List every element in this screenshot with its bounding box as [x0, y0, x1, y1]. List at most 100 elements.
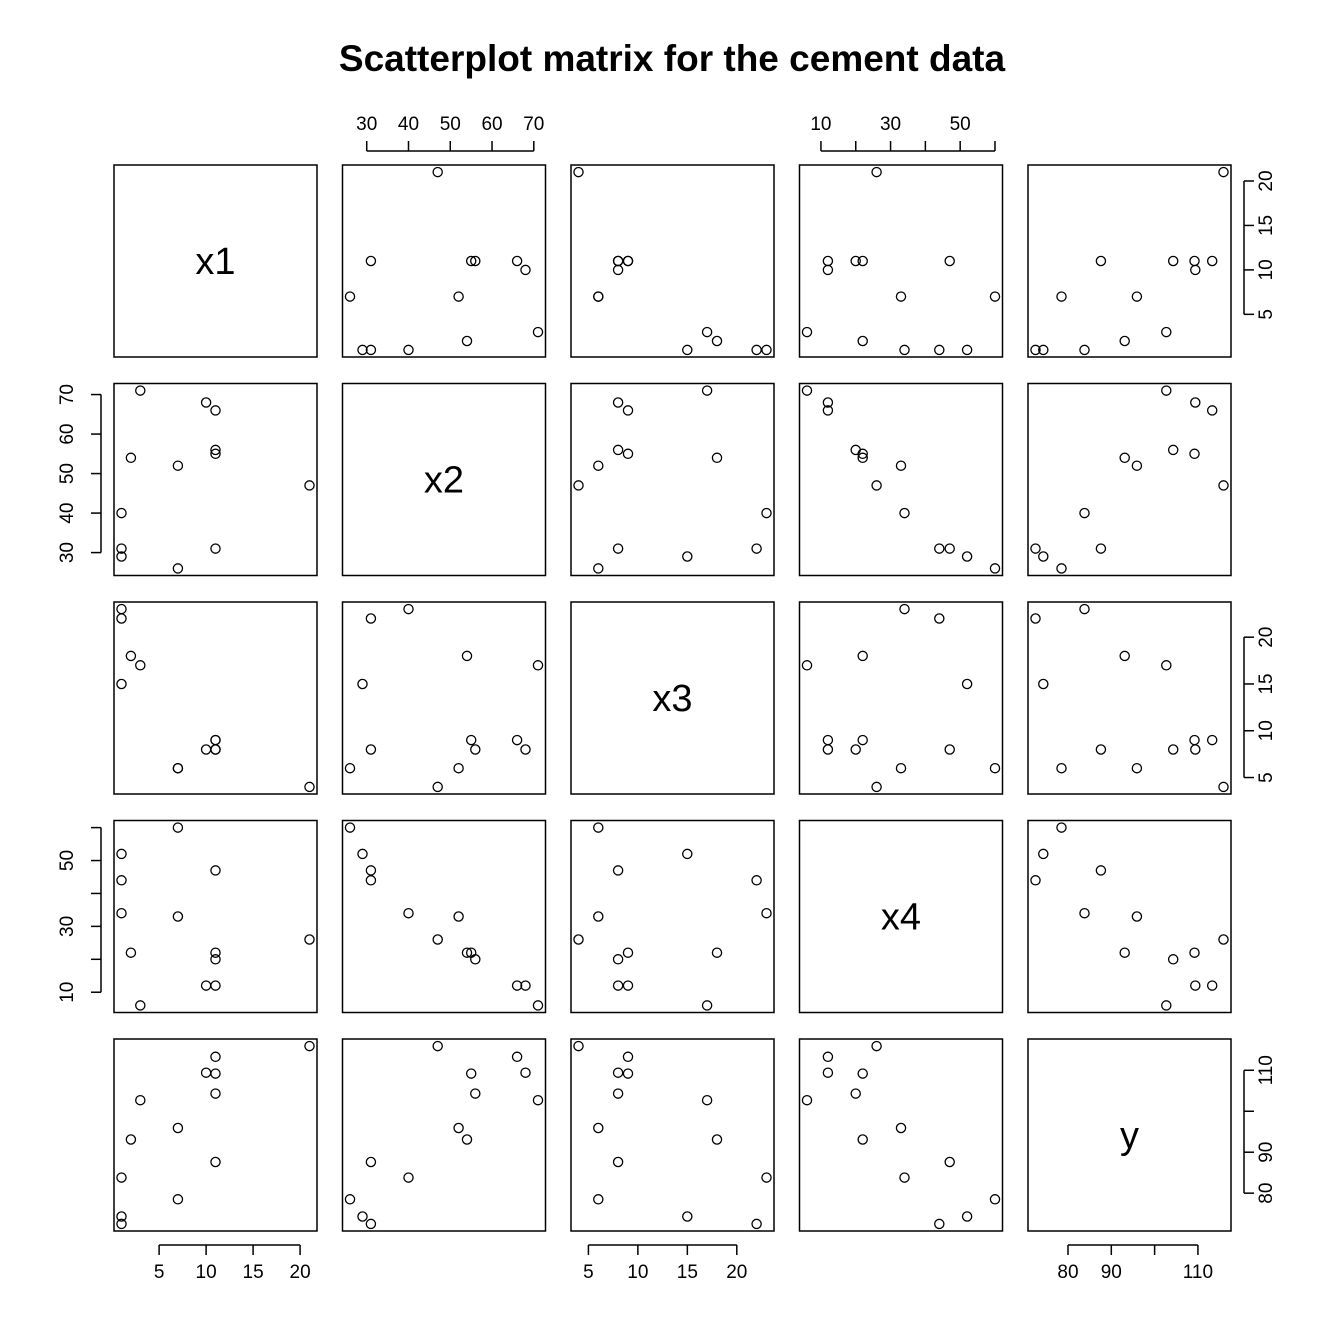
point-y-vs-x2-3	[470, 1088, 481, 1099]
point-x2-vs-y-5	[1131, 460, 1143, 471]
point-x2-vs-x3-7	[701, 385, 713, 396]
point-x2-vs-y-6	[1189, 448, 1200, 460]
point-x1-vs-x4-13	[822, 264, 834, 276]
tick-label-x4-30: 30	[57, 916, 78, 937]
point-x2-vs-x1-6	[210, 448, 221, 460]
point-x2-vs-x3-2	[682, 551, 693, 562]
tick-label-x3-10: 10	[627, 1262, 648, 1283]
panel-frame-x1-x2	[341, 164, 547, 358]
panel-frame-x2-x2	[341, 382, 547, 577]
point-x1-vs-x4-1	[989, 291, 1001, 302]
point-x3-vs-y-8	[1030, 613, 1041, 624]
point-x1-vs-x2-4	[365, 255, 377, 267]
point-x1-vs-x3-4	[612, 255, 624, 267]
point-x3-vs-x2-12	[511, 734, 523, 746]
panel-frame-y-x2	[341, 1038, 547, 1232]
tick-label-x2-50: 50	[57, 463, 78, 484]
point-x2-vs-x3-4	[612, 543, 624, 554]
point-x1-vs-y-2	[1038, 344, 1049, 356]
tick-label-y-90: 90	[1101, 1262, 1122, 1283]
point-x1-vs-y-9	[1119, 335, 1130, 347]
point-y-vs-x2-13	[520, 1067, 531, 1078]
point-x4-vs-y-6	[1189, 947, 1200, 958]
panel-frame-x3-x1	[113, 601, 318, 795]
point-x2-vs-x1-11	[116, 507, 127, 519]
panel-frame-x1-y	[1027, 164, 1232, 358]
point-x3-vs-y-10	[1218, 781, 1229, 793]
variable-label-x3: x3	[652, 678, 692, 720]
point-x4-vs-x1-1	[172, 822, 184, 833]
point-x2-vs-x4-9	[857, 452, 868, 464]
point-y-vs-x4-4	[944, 1156, 955, 1168]
point-x4-vs-x3-5	[593, 911, 604, 922]
point-x1-vs-x3-10	[573, 166, 584, 178]
point-x1-vs-y-5	[1131, 291, 1143, 302]
point-x2-vs-x3-6	[622, 448, 634, 460]
point-x1-vs-y-3	[1167, 255, 1179, 267]
tick-label-x3-10: 10	[1256, 720, 1277, 741]
point-y-vs-x3-11	[761, 1172, 772, 1183]
point-y-vs-x3-8	[751, 1218, 762, 1230]
tick-label-x2-40: 40	[57, 503, 78, 524]
point-x4-vs-x2-6	[465, 947, 477, 958]
tick-label-x2-40: 40	[398, 114, 419, 135]
point-x2-vs-x1-3	[210, 444, 221, 456]
point-x3-vs-y-11	[1079, 603, 1090, 615]
point-x4-vs-y-12	[1206, 980, 1218, 991]
point-x4-vs-x3-1	[593, 822, 604, 833]
tick-label-x2-70: 70	[523, 114, 544, 135]
point-x3-vs-y-12	[1206, 734, 1218, 746]
point-x3-vs-x1-12	[210, 734, 221, 746]
point-x3-vs-x4-1	[989, 762, 1001, 774]
point-y-vs-x3-1	[593, 1194, 604, 1205]
point-x4-vs-x3-3	[612, 954, 624, 965]
point-y-vs-x1-11	[116, 1172, 127, 1183]
panel-frame-x3-y	[1027, 601, 1232, 795]
point-y-vs-x2-2	[357, 1211, 368, 1222]
tick-label-x3-15: 15	[677, 1262, 698, 1283]
point-x4-vs-x2-7	[532, 1000, 544, 1011]
point-x2-vs-x3-10	[573, 480, 584, 491]
point-x3-vs-x1-4	[210, 744, 221, 755]
point-y-vs-x1-8	[116, 1218, 127, 1230]
tick-label-x1-20: 20	[1256, 170, 1277, 191]
point-x3-vs-x2-7	[532, 660, 544, 671]
point-x2-vs-y-9	[1119, 452, 1130, 464]
tick-label-x1-5: 5	[1256, 309, 1277, 320]
point-x2-vs-x1-4	[210, 543, 221, 554]
panel-frame-x1-x4	[798, 164, 1004, 358]
point-x4-vs-x3-9	[711, 947, 723, 958]
point-x4-vs-y-7	[1161, 1000, 1172, 1011]
point-y-vs-x1-5	[172, 1122, 184, 1134]
point-x2-vs-x3-12	[622, 405, 634, 416]
point-y-vs-x1-13	[200, 1067, 212, 1078]
point-x4-vs-x3-6	[622, 947, 634, 958]
point-x2-vs-x3-13	[612, 397, 624, 408]
panel-frame-x1-x1	[113, 164, 318, 358]
point-y-vs-x1-3	[210, 1088, 221, 1099]
point-x3-vs-x2-3	[470, 744, 481, 755]
point-x4-vs-y-5	[1131, 911, 1143, 922]
point-x2-vs-y-8	[1030, 543, 1041, 554]
point-x4-vs-y-11	[1079, 907, 1090, 919]
tick-label-x1-20: 20	[290, 1262, 311, 1283]
point-x2-vs-x4-11	[899, 507, 910, 519]
point-y-vs-x4-8	[934, 1218, 945, 1230]
point-x4-vs-x3-7	[701, 1000, 713, 1011]
point-y-vs-x4-5	[895, 1122, 907, 1134]
tick-label-y-80: 80	[1057, 1262, 1078, 1283]
point-x1-vs-x2-1	[344, 291, 356, 302]
point-x3-vs-x2-5	[453, 762, 464, 774]
point-y-vs-x2-9	[461, 1134, 473, 1145]
point-x1-vs-x3-5	[593, 291, 604, 302]
point-x3-vs-y-4	[1095, 744, 1107, 755]
point-x4-vs-y-9	[1119, 947, 1130, 958]
panel-frame-y-y	[1027, 1038, 1232, 1232]
point-y-vs-x1-4	[210, 1156, 221, 1168]
point-x3-vs-y-3	[1167, 744, 1179, 755]
point-x1-vs-y-11	[1079, 344, 1090, 356]
tick-label-x3-5: 5	[1256, 772, 1277, 783]
point-y-vs-x1-12	[210, 1051, 221, 1063]
point-x2-vs-x4-1	[989, 563, 1001, 574]
point-x2-vs-x3-8	[751, 543, 762, 554]
